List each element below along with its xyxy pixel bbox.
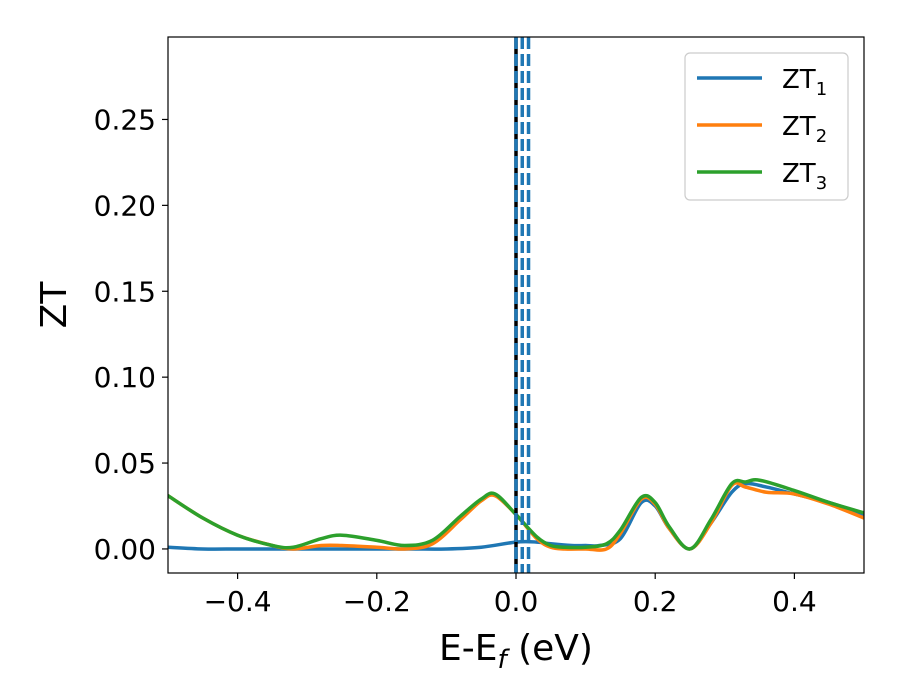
- x-tick-label: −0.2: [343, 585, 411, 618]
- y-tick-label: 0.05: [94, 447, 156, 480]
- legend-label-zt1: ZT1: [782, 65, 827, 100]
- legend-label-subscript: 2: [816, 126, 827, 147]
- x-tick-label: 0.0: [494, 585, 539, 618]
- y-axis-label: ZT: [34, 281, 75, 329]
- y-tick-label: 0.10: [94, 361, 156, 394]
- x-tick-label: 0.2: [633, 585, 678, 618]
- legend-label-subscript: 3: [816, 173, 827, 194]
- y-tick-label: 0.25: [94, 103, 156, 136]
- y-tick-label: 0.15: [94, 275, 156, 308]
- legend-label-main: ZT: [782, 65, 816, 95]
- series-line-zt3: [168, 478, 864, 551]
- axis-ticks: −0.4 −0.2 0.0 0.2 0.4 0.00 0.05 0.10 0.15 0.20 0.2…: [94, 103, 817, 618]
- legend-box: [684, 52, 849, 201]
- x-axis-label: E-Ef (eV): [439, 628, 593, 675]
- legend-label-zt3: ZT3: [782, 159, 827, 194]
- legend-label-main: ZT: [782, 112, 816, 142]
- plot-content: [168, 37, 864, 573]
- x-axis-label-main: E-E: [439, 628, 497, 669]
- legend-label-subscript: 1: [816, 79, 827, 100]
- legend-label-zt2: ZT2: [782, 112, 827, 147]
- x-tick-label: −0.4: [204, 585, 272, 618]
- legend-label-main: ZT: [782, 159, 816, 189]
- series-line-zt1: [168, 481, 864, 551]
- x-tick-label: 0.4: [772, 585, 817, 618]
- y-tick-label: 0.00: [94, 533, 156, 566]
- y-tick-label: 0.20: [94, 189, 156, 222]
- x-axis-label-suffix: (eV): [507, 628, 593, 669]
